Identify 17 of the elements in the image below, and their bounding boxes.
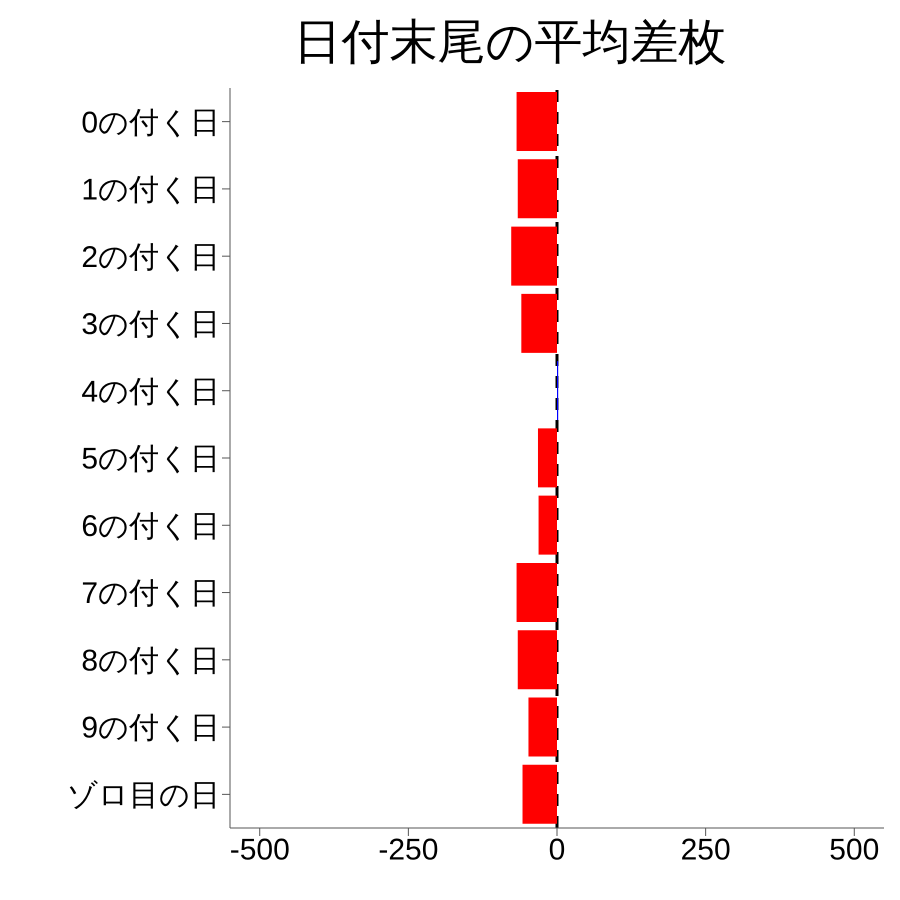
x-tick-label: -500 xyxy=(230,833,290,866)
y-tick-label: 4の付く日 xyxy=(81,375,220,408)
y-tick-label: 1の付く日 xyxy=(81,174,220,207)
y-tick-label: 7の付く日 xyxy=(81,577,220,610)
y-tick-label: ゾロ目の日 xyxy=(67,779,220,812)
y-tick-label: 5の付く日 xyxy=(81,442,220,476)
x-tick-label: 500 xyxy=(829,833,880,866)
y-tick-label: 0の付く日 xyxy=(81,106,220,140)
y-tick-label: 2の付く日 xyxy=(81,240,220,274)
y-tick-label: 9の付く日 xyxy=(81,712,220,745)
y-tick-label: 6の付く日 xyxy=(81,510,220,543)
x-tick-label: 250 xyxy=(680,833,731,866)
chart-title: 日付末尾の平均差枚 xyxy=(292,15,728,71)
y-tick-label: 3の付く日 xyxy=(81,308,220,342)
y-tick-label: 8の付く日 xyxy=(81,644,220,678)
x-tick-label: 0 xyxy=(548,833,566,866)
x-tick-label: -250 xyxy=(378,833,438,866)
